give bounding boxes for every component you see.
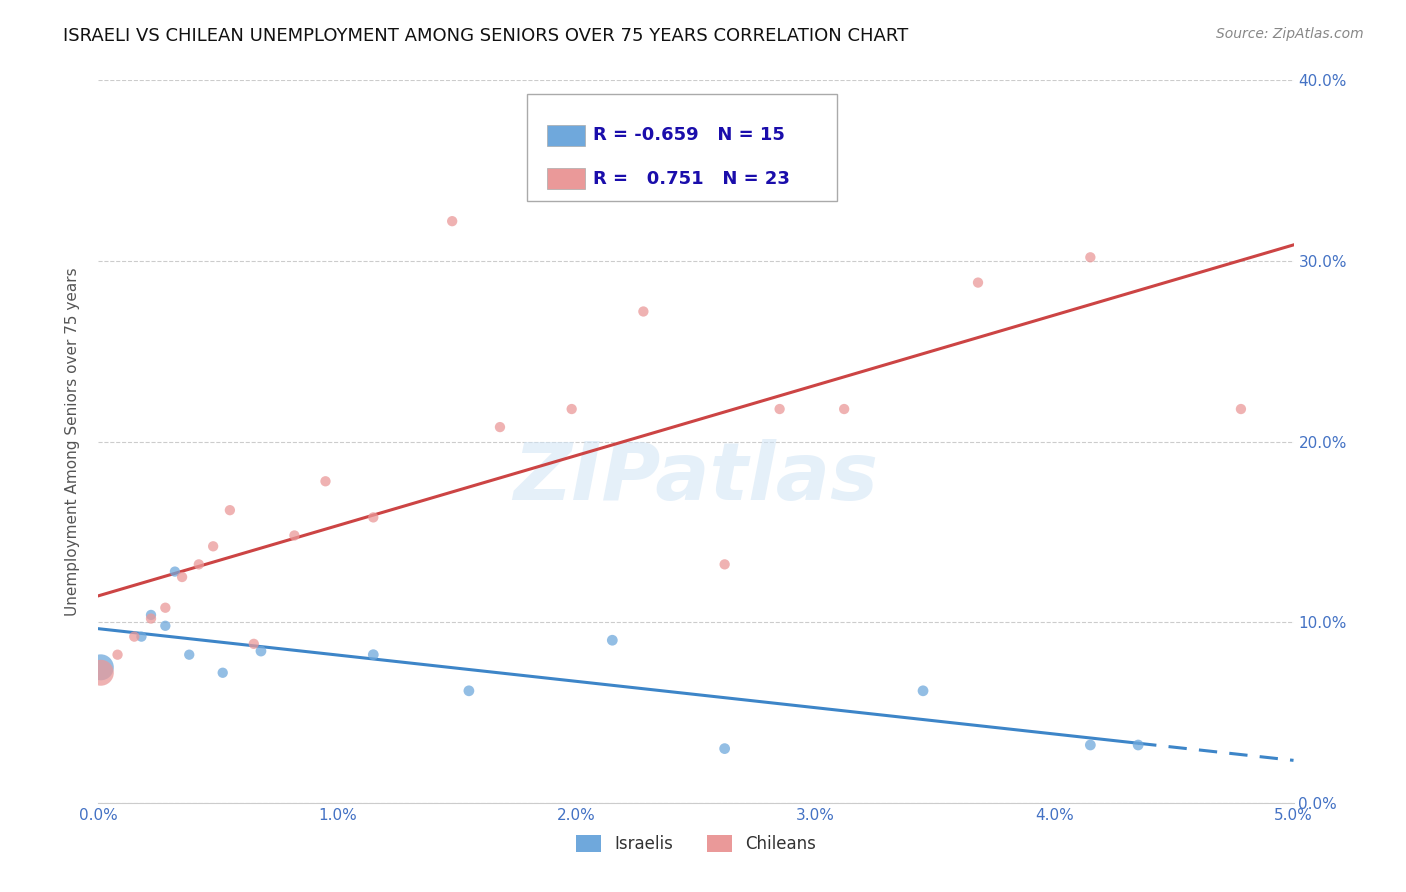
Point	[187, 558, 209, 572]
Point	[124, 630, 146, 644]
Point	[1128, 738, 1150, 752]
Point	[139, 611, 162, 625]
Point	[202, 539, 225, 553]
Point	[211, 665, 233, 680]
Point	[163, 565, 186, 579]
Point	[90, 660, 112, 674]
Point	[832, 402, 855, 417]
Point	[713, 741, 735, 756]
Point	[363, 648, 385, 662]
Point	[107, 648, 129, 662]
Point	[912, 683, 935, 698]
Text: Source: ZipAtlas.com: Source: ZipAtlas.com	[1216, 27, 1364, 41]
Point	[90, 665, 112, 680]
Point	[1230, 402, 1253, 417]
Point	[458, 683, 481, 698]
Point	[131, 630, 153, 644]
Point	[633, 304, 655, 318]
Point	[363, 510, 385, 524]
Point	[155, 600, 177, 615]
Point	[967, 276, 990, 290]
Legend: Israelis, Chileans: Israelis, Chileans	[569, 828, 823, 860]
Point	[713, 558, 735, 572]
Point	[139, 607, 162, 622]
Point	[155, 619, 177, 633]
Text: R = -0.659   N = 15: R = -0.659 N = 15	[593, 127, 785, 145]
Point	[489, 420, 512, 434]
Point	[1080, 250, 1102, 264]
Y-axis label: Unemployment Among Seniors over 75 years: Unemployment Among Seniors over 75 years	[65, 268, 80, 615]
Point	[172, 570, 194, 584]
Point	[250, 644, 273, 658]
Text: ISRAELI VS CHILEAN UNEMPLOYMENT AMONG SENIORS OVER 75 YEARS CORRELATION CHART: ISRAELI VS CHILEAN UNEMPLOYMENT AMONG SE…	[63, 27, 908, 45]
Point	[441, 214, 464, 228]
Text: ZIPatlas: ZIPatlas	[513, 439, 879, 516]
Point	[315, 475, 337, 489]
Point	[179, 648, 201, 662]
Point	[769, 402, 792, 417]
Point	[1080, 738, 1102, 752]
Point	[561, 402, 583, 417]
Point	[602, 633, 624, 648]
Point	[283, 528, 305, 542]
Text: R =   0.751   N = 23: R = 0.751 N = 23	[593, 169, 790, 187]
Point	[243, 637, 266, 651]
Point	[219, 503, 242, 517]
